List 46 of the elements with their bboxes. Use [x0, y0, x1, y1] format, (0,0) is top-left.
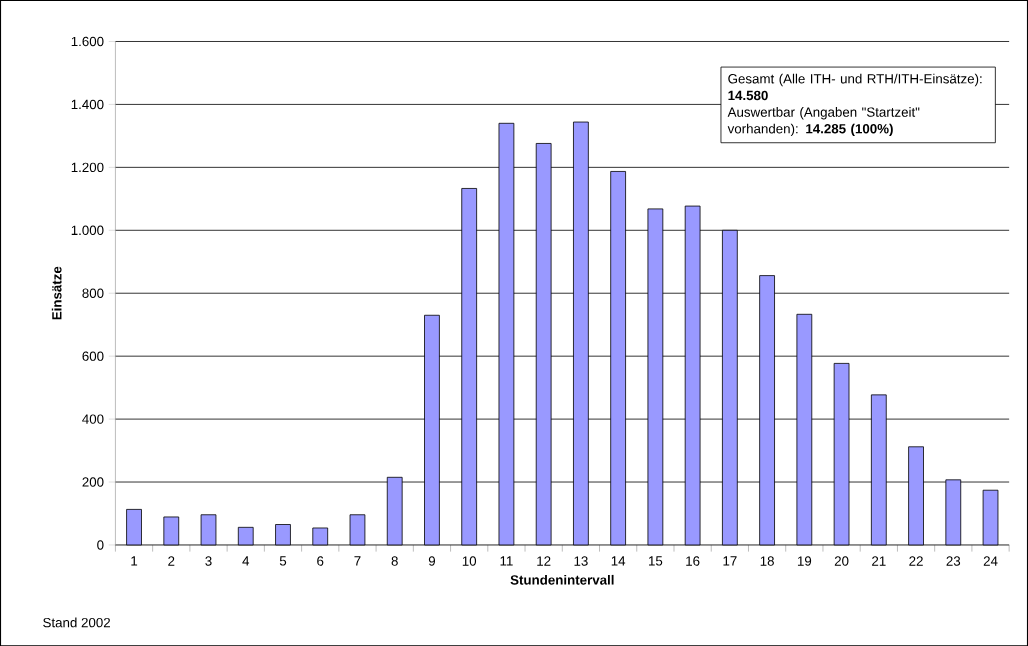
y-tick-label: 400 [82, 414, 104, 424]
x-axis-title: Stundenintervall [510, 574, 614, 585]
bar [126, 508, 142, 546]
x-tick-label: 24 [983, 556, 998, 566]
bar [163, 516, 180, 546]
x-tick-label: 13 [574, 556, 588, 566]
x-tick-label: 16 [686, 556, 700, 566]
y-tick-label: 1.000 [71, 225, 104, 235]
y-tick-label: 0 [97, 540, 104, 550]
x-tick-label: 10 [462, 556, 477, 566]
x-tick-label: 2 [168, 556, 175, 566]
y-tick-label: 1.600 [71, 36, 104, 47]
annotation: Gesamt (Alle ITH- und RTH/ITH-Einsätze): 14.580 [728, 73, 982, 100]
x-tick-label: 9 [428, 556, 436, 566]
y-tick-label: 800 [82, 288, 104, 298]
x-tick-label: 21 [872, 556, 886, 566]
x-tick-label: 3 [205, 556, 212, 566]
y-tick-label: 1.200 [71, 162, 104, 172]
x-tick-label: 11 [500, 556, 513, 566]
x-tick-label: 20 [834, 556, 849, 566]
x-tick-label: 7 [354, 556, 361, 566]
x-tick-label: 6 [317, 556, 324, 566]
x-tick-label: 18 [760, 556, 774, 566]
bar [982, 489, 999, 546]
x-tick-label: 15 [649, 556, 663, 566]
x-tick-label: 14 [611, 556, 626, 566]
bar [312, 527, 329, 546]
x-tick-label: 17 [723, 556, 737, 566]
y-tick-label: 1.400 [71, 99, 104, 109]
x-tick-label: 19 [797, 556, 812, 566]
y-tick-label: 200 [82, 477, 104, 487]
annotation: Auswertbar (Angaben "Startzeit" vorhanden): 14.285 (100%) [727, 106, 920, 136]
bar [200, 514, 217, 546]
y-axis-title: Einsätze [51, 266, 62, 320]
x-tick-label: 1 [131, 556, 138, 566]
x-tick-label: 5 [279, 556, 287, 566]
x-tick-label: 4 [242, 556, 250, 566]
x-tick-label: 12 [537, 556, 551, 566]
x-tick-label: 23 [946, 556, 961, 566]
x-tick-label: 22 [909, 556, 923, 566]
x-tick-label: 8 [391, 556, 398, 566]
text: Stand 2002 [43, 617, 110, 628]
y-tick-label: 600 [82, 351, 104, 361]
bar [275, 523, 291, 546]
bar [349, 514, 366, 546]
bar [237, 526, 254, 546]
